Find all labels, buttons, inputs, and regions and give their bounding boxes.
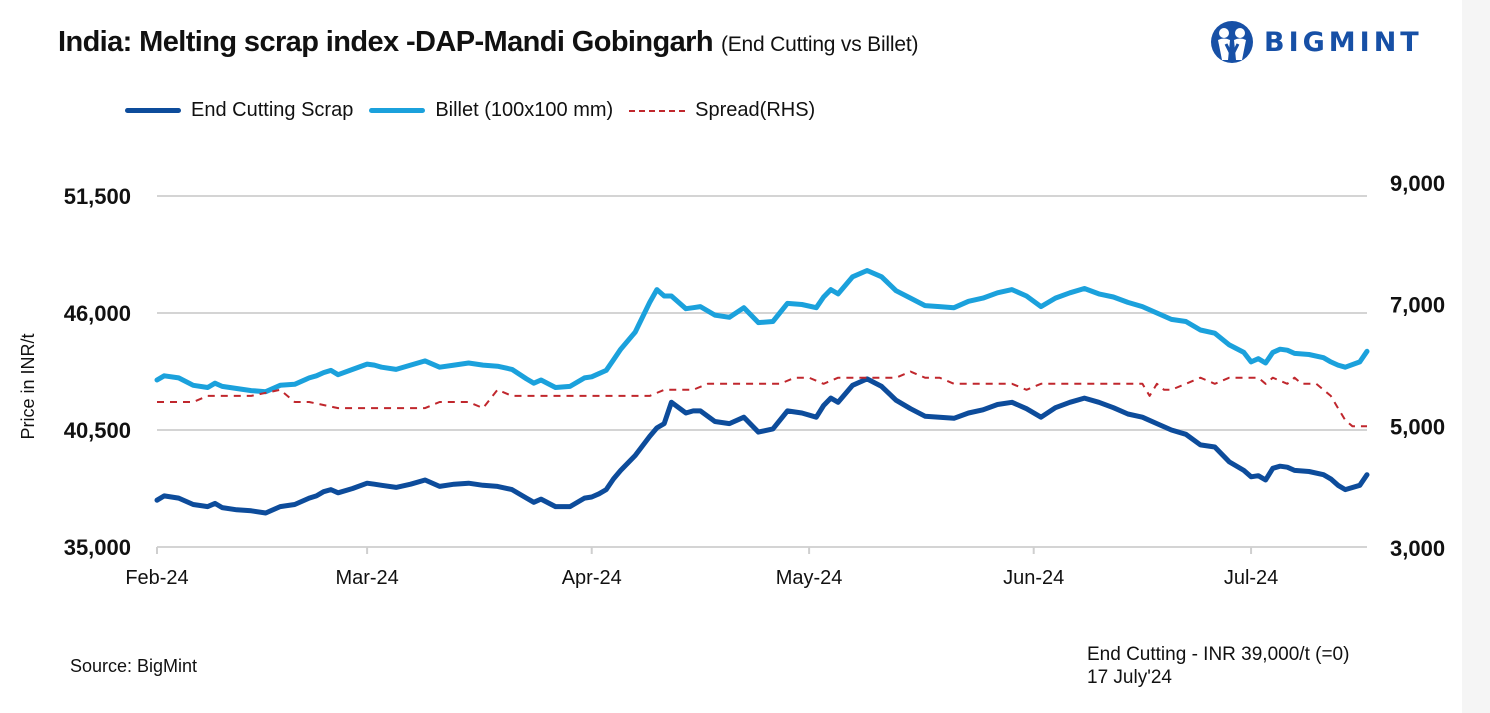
x-tick-label: Jul-24: [1224, 567, 1278, 589]
price-note-line1: End Cutting - INR 39,000/t (=0): [1087, 644, 1350, 665]
legend-swatch-billet: [369, 108, 426, 113]
legend-label-spread: Spread(RHS): [695, 99, 816, 121]
x-tick-label: Mar-24: [335, 567, 398, 589]
chart-subtitle: (End Cutting vs Billet): [720, 33, 919, 56]
legend-swatch-spread: [629, 109, 686, 112]
series-line-end-cutting-scrap: [154, 376, 1370, 516]
legend-item-billet: Billet (100x100 mm): [369, 99, 613, 122]
chart-legend: End Cutting Scrap Billet (100x100 mm) Sp…: [125, 99, 831, 122]
y-tick-label: 35,000: [64, 535, 131, 560]
y2-tick-label: 5,000: [1390, 414, 1445, 439]
y2-tick-label: 9,000: [1390, 171, 1445, 196]
price-note-line2: 17 July'24: [1087, 667, 1172, 688]
legend-item-end-cutting: End Cutting Scrap: [125, 99, 353, 122]
y2-tick-label: 7,000: [1390, 293, 1445, 318]
chart-title: India: Melting scrap index -DAP-Mandi Go…: [58, 26, 918, 59]
price-note: End Cutting - INR 39,000/t (=0) 17 July'…: [1087, 643, 1349, 689]
y-tick-label: 46,000: [64, 301, 131, 326]
legend-label-billet: Billet (100x100 mm): [435, 99, 614, 121]
right-edge-strip: [1462, 0, 1490, 713]
bigmint-people-logo-icon: [1211, 21, 1253, 63]
x-tick-label: Feb-24: [125, 567, 188, 589]
bigmint-logo: BIGMINT: [1210, 20, 1423, 64]
legend-swatch-end-cutting: [125, 108, 181, 113]
series-lines: [154, 268, 1370, 516]
chart-title-main: India: Melting scrap index -DAP-Mandi Go…: [58, 26, 714, 58]
y-tick-label: 40,500: [64, 418, 131, 443]
y2-tick-label: 3,000: [1390, 536, 1445, 561]
y-tick-label: 51,500: [64, 184, 131, 209]
axes: 35,000 40,500 46,000 51,500 3,000 5,000 7,000 9…: [18, 171, 1445, 589]
x-tick-label: May-24: [776, 567, 843, 589]
source-note: Source: BigMint: [70, 656, 198, 676]
legend-item-spread: Spread(RHS): [629, 99, 815, 122]
logo-text: BIGMINT: [1264, 26, 1423, 58]
series-line-billet-100x100-mm: [154, 268, 1370, 395]
series-line-spread-rhs: [157, 370, 1367, 428]
y-axis-title: Price in INR/t: [18, 333, 38, 439]
legend-label-end-cutting: End Cutting Scrap: [191, 99, 354, 121]
x-tick-label: Jun-24: [1003, 567, 1064, 589]
x-tick-label: Apr-24: [562, 567, 622, 589]
